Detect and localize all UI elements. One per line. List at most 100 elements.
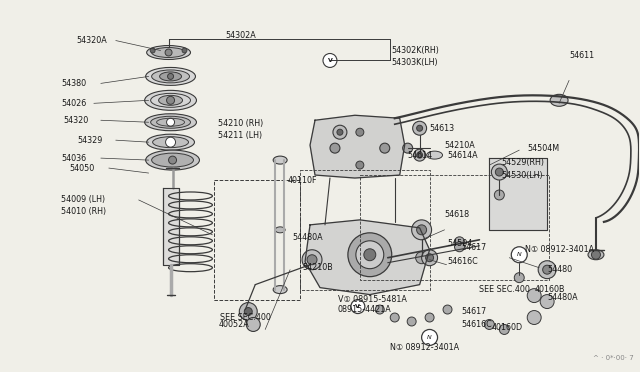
Circle shape bbox=[403, 143, 413, 153]
Polygon shape bbox=[305, 220, 429, 295]
Text: 54302K(RH): 54302K(RH) bbox=[392, 46, 440, 55]
Bar bbox=[300, 170, 429, 290]
Text: 54320: 54320 bbox=[63, 116, 88, 125]
Text: 40160D: 40160D bbox=[492, 323, 522, 332]
Polygon shape bbox=[163, 188, 179, 265]
Text: V: V bbox=[328, 58, 332, 63]
Text: V① 08915-5481A: V① 08915-5481A bbox=[338, 295, 407, 304]
Circle shape bbox=[417, 125, 422, 131]
Circle shape bbox=[515, 273, 524, 283]
Ellipse shape bbox=[147, 45, 191, 60]
Circle shape bbox=[426, 254, 433, 262]
Text: N: N bbox=[428, 335, 432, 340]
Circle shape bbox=[527, 311, 541, 324]
Text: 54613: 54613 bbox=[429, 124, 454, 133]
Circle shape bbox=[182, 48, 187, 53]
Circle shape bbox=[417, 225, 427, 235]
Text: 54618: 54618 bbox=[445, 211, 470, 219]
Circle shape bbox=[166, 137, 175, 147]
Text: 54530(LH): 54530(LH) bbox=[501, 170, 543, 180]
Text: 54211 (LH): 54211 (LH) bbox=[218, 131, 262, 140]
Circle shape bbox=[375, 305, 384, 314]
Circle shape bbox=[494, 190, 504, 200]
Ellipse shape bbox=[145, 90, 196, 110]
Text: 54611: 54611 bbox=[569, 51, 594, 60]
Text: 54617: 54617 bbox=[461, 307, 486, 316]
Circle shape bbox=[348, 233, 392, 277]
Circle shape bbox=[443, 305, 452, 314]
Circle shape bbox=[543, 265, 552, 274]
Circle shape bbox=[422, 330, 438, 346]
Text: 40052A: 40052A bbox=[218, 320, 249, 329]
Text: 08915-4421A: 08915-4421A bbox=[338, 305, 392, 314]
Ellipse shape bbox=[152, 153, 193, 167]
Ellipse shape bbox=[146, 67, 195, 86]
Circle shape bbox=[390, 313, 399, 322]
Text: 54614: 54614 bbox=[408, 151, 433, 160]
Circle shape bbox=[166, 118, 175, 126]
Text: 40160B: 40160B bbox=[534, 285, 564, 294]
Ellipse shape bbox=[146, 150, 200, 170]
Text: 54614A: 54614A bbox=[447, 151, 478, 160]
Ellipse shape bbox=[159, 72, 182, 81]
Text: 40110F: 40110F bbox=[288, 176, 317, 185]
Circle shape bbox=[492, 164, 508, 180]
Text: 54036: 54036 bbox=[61, 154, 86, 163]
Circle shape bbox=[511, 247, 527, 263]
Circle shape bbox=[407, 317, 416, 326]
Text: N: N bbox=[517, 252, 522, 257]
Circle shape bbox=[380, 143, 390, 153]
Text: 54616C: 54616C bbox=[461, 320, 492, 329]
Circle shape bbox=[323, 54, 337, 67]
Circle shape bbox=[307, 255, 317, 265]
Ellipse shape bbox=[159, 95, 182, 105]
Circle shape bbox=[527, 289, 541, 302]
Text: 54504M: 54504M bbox=[527, 144, 559, 153]
Text: V: V bbox=[355, 304, 360, 309]
Circle shape bbox=[540, 295, 554, 308]
Ellipse shape bbox=[273, 286, 287, 294]
Circle shape bbox=[364, 249, 376, 261]
Polygon shape bbox=[490, 158, 547, 230]
Circle shape bbox=[413, 149, 426, 161]
Text: 54380: 54380 bbox=[61, 79, 86, 88]
Text: 54026: 54026 bbox=[61, 99, 86, 108]
Ellipse shape bbox=[152, 70, 189, 83]
Ellipse shape bbox=[275, 227, 285, 233]
Text: 54616C: 54616C bbox=[447, 257, 478, 266]
Text: 54010 (RH): 54010 (RH) bbox=[61, 208, 106, 217]
Circle shape bbox=[425, 313, 434, 322]
Circle shape bbox=[454, 242, 465, 252]
Circle shape bbox=[417, 152, 422, 158]
Circle shape bbox=[499, 324, 509, 334]
Circle shape bbox=[591, 250, 600, 259]
Circle shape bbox=[330, 143, 340, 153]
Text: 54210A: 54210A bbox=[445, 141, 476, 150]
Text: 54529(RH): 54529(RH) bbox=[501, 158, 545, 167]
Circle shape bbox=[484, 320, 494, 330]
Circle shape bbox=[422, 250, 438, 266]
Circle shape bbox=[454, 237, 465, 247]
Ellipse shape bbox=[152, 137, 189, 148]
Circle shape bbox=[165, 49, 172, 56]
Text: N① 08912-3401A: N① 08912-3401A bbox=[390, 343, 459, 352]
Ellipse shape bbox=[427, 151, 442, 159]
Text: 54210B: 54210B bbox=[302, 263, 333, 272]
Text: 54210 (RH): 54210 (RH) bbox=[218, 119, 264, 128]
Circle shape bbox=[333, 125, 347, 139]
Text: 54302A: 54302A bbox=[225, 31, 256, 40]
Text: 54320A: 54320A bbox=[76, 36, 107, 45]
Text: ^ · 0*·00· 7: ^ · 0*·00· 7 bbox=[593, 355, 634, 361]
Ellipse shape bbox=[150, 116, 191, 128]
Text: N① 08912-3401A: N① 08912-3401A bbox=[525, 245, 595, 254]
Ellipse shape bbox=[145, 114, 196, 131]
Circle shape bbox=[356, 161, 364, 169]
Circle shape bbox=[356, 241, 384, 269]
Circle shape bbox=[168, 156, 177, 164]
Text: 54617: 54617 bbox=[461, 243, 486, 252]
Text: SEE SEC.400: SEE SEC.400 bbox=[479, 285, 531, 294]
Circle shape bbox=[244, 308, 252, 315]
Text: 54504: 54504 bbox=[447, 239, 473, 248]
Ellipse shape bbox=[588, 250, 604, 260]
Bar bbox=[214, 180, 300, 299]
